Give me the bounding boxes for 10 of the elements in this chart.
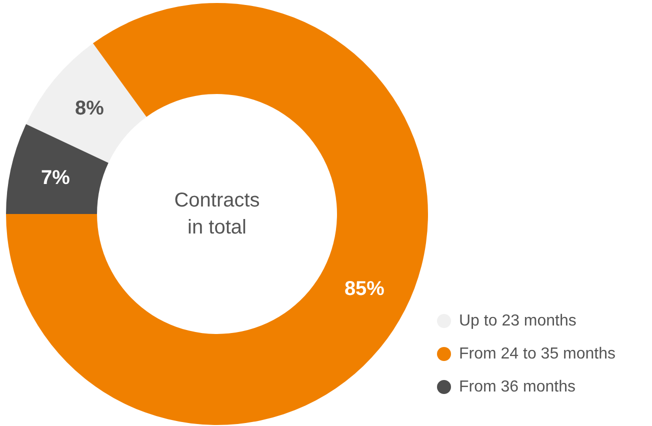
donut-slice — [26, 43, 146, 163]
data-label: 7% — [41, 166, 70, 189]
text: Contracts in total — [174, 190, 260, 238]
data-label: 8% — [75, 98, 104, 120]
legend-label: From 24 to 35 months — [459, 346, 616, 362]
donut-slice — [6, 3, 428, 425]
donut-slice — [6, 124, 108, 214]
legend-label: From 36 months — [459, 378, 576, 396]
legend-label: Up to 23 months — [459, 312, 576, 330]
data-label: 85% — [344, 278, 385, 300]
